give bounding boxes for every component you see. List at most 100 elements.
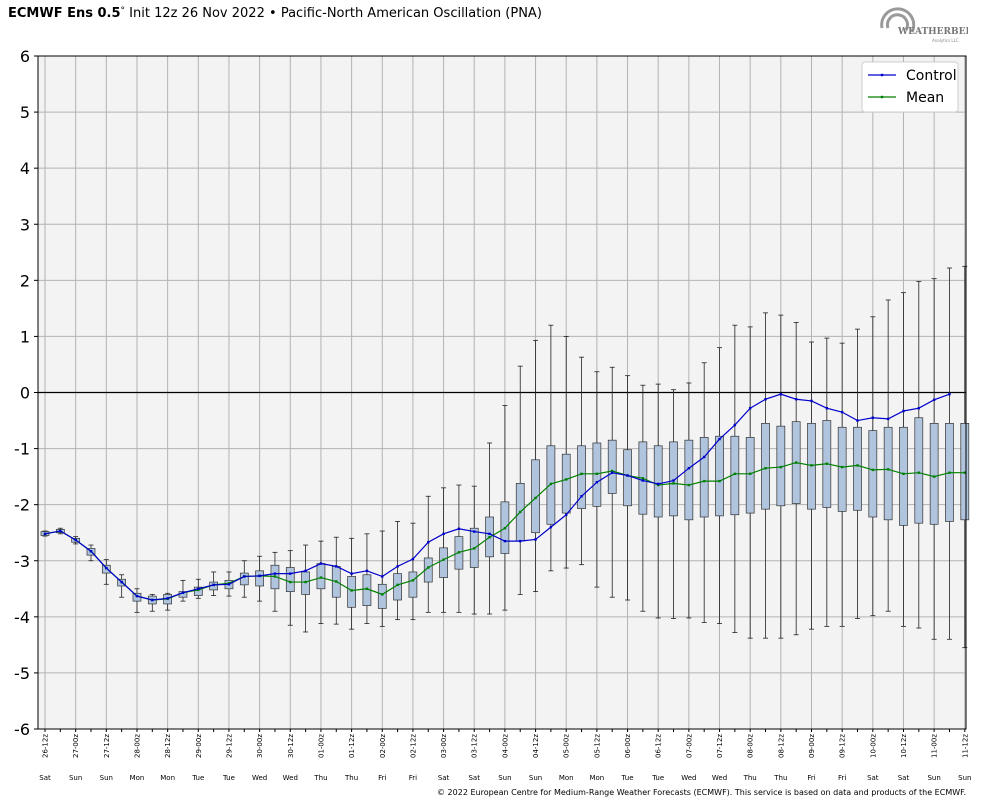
x-tick-label: 30-12z <box>287 734 295 758</box>
legend: Control Mean <box>861 61 959 113</box>
day-label: Fri <box>838 774 846 782</box>
index-name: Pacific-North American Oscillation (PNA) <box>280 6 542 21</box>
day-label: Fri <box>807 774 815 782</box>
day-label: Sun <box>69 774 82 782</box>
day-label: Wed <box>252 774 267 782</box>
iqr-box <box>439 547 448 578</box>
x-tick-label: 10-12z <box>900 734 908 758</box>
day-label: Fri <box>378 774 386 782</box>
series-point-control <box>227 583 231 586</box>
x-tick-label: 09-12z <box>839 734 847 758</box>
day-label: Sun <box>498 774 511 782</box>
x-tick-label: 03-12z <box>471 734 479 758</box>
iqr-box <box>868 430 878 518</box>
title-bullet: • <box>269 6 277 21</box>
series-point-mean <box>733 472 737 476</box>
day-label: Mon <box>559 774 574 782</box>
init-time: Init 12z 26 Nov 2022 <box>129 6 265 21</box>
series-point-mean <box>519 510 522 514</box>
x-tick-label: 04-12z <box>532 734 540 758</box>
iqr-box <box>715 435 724 517</box>
series-point-control <box>135 594 139 598</box>
iqr-box <box>531 459 540 534</box>
series-point-control <box>626 474 629 477</box>
series-point-control <box>197 587 200 590</box>
day-label: Sat <box>438 774 450 782</box>
series-point-mean <box>488 535 491 539</box>
series-point-control <box>932 398 936 401</box>
series-point-control <box>748 407 752 410</box>
day-label: Mon <box>160 774 175 782</box>
series-point-control <box>733 423 737 427</box>
series-point-control <box>871 416 875 419</box>
x-tick-label: 01-12z <box>348 734 356 758</box>
x-tick-label: 07-12z <box>716 734 724 758</box>
x-tick-label: 02-00z <box>379 734 387 758</box>
x-tick-label: 02-12z <box>409 734 417 758</box>
x-tick-label: 04-00z <box>501 734 509 758</box>
iqr-box <box>669 441 678 517</box>
series-point-control <box>948 392 951 396</box>
series-point-control <box>273 572 277 575</box>
series-point-mean <box>411 579 415 582</box>
series-point-control <box>672 479 675 482</box>
iqr-box <box>255 570 264 587</box>
series-point-mean <box>427 566 430 569</box>
series-point-mean <box>565 478 568 481</box>
x-tick-label: 27-12z <box>103 734 111 758</box>
x-tick-label: 05-12z <box>593 734 601 758</box>
series-point-control <box>549 525 553 529</box>
day-label: Wed <box>712 774 727 782</box>
y-tick-label: -2 <box>14 496 30 515</box>
day-label: Thu <box>344 774 358 782</box>
series-point-mean <box>319 576 323 579</box>
series-point-mean <box>365 587 369 590</box>
x-tick-label: 30-00z <box>256 734 264 758</box>
series-point-control <box>427 541 430 544</box>
day-label: Wed <box>283 774 298 782</box>
day-label: Sat <box>867 774 879 782</box>
series-point-control <box>120 580 123 584</box>
series-point-mean <box>702 479 706 483</box>
day-label: Sun <box>100 774 113 782</box>
day-label: Sat <box>898 774 910 782</box>
series-point-control <box>289 572 292 575</box>
series-point-mean <box>289 580 292 584</box>
y-tick-label: -1 <box>14 440 30 459</box>
x-tick-label: 29-00z <box>195 734 203 758</box>
x-tick-label: 01-00z <box>317 734 325 758</box>
series-point-mean <box>825 462 829 465</box>
series-point-mean <box>611 469 614 473</box>
series-point-control <box>59 529 62 533</box>
chart-title: ECMWF Ens 0.5° Init 12z 26 Nov 2022 • Pa… <box>8 6 542 21</box>
series-point-control <box>365 569 369 573</box>
y-tick-label: -3 <box>14 552 30 571</box>
x-tick-label: 11-00z <box>931 734 939 758</box>
series-point-control <box>442 532 445 536</box>
y-tick-label: 2 <box>20 271 30 290</box>
series-point-mean <box>856 464 859 467</box>
iqr-box <box>285 567 295 592</box>
series-point-mean <box>534 496 537 500</box>
series-point-mean <box>381 593 384 596</box>
iqr-box <box>607 439 617 494</box>
series-point-mean <box>963 471 966 474</box>
series-point-mean <box>580 472 583 476</box>
series-point-mean <box>442 558 445 561</box>
y-tick-label: 5 <box>20 103 30 122</box>
series-point-mean <box>779 465 783 469</box>
day-label: Tue <box>222 774 235 782</box>
degree-symbol: ° <box>120 6 126 16</box>
iqr-box <box>684 439 694 521</box>
series-point-control <box>151 598 154 602</box>
iqr-box <box>623 449 632 507</box>
series-line-control <box>44 393 950 601</box>
series-point-control <box>258 574 261 578</box>
day-label: Thu <box>743 774 757 782</box>
x-tick-label: 09-00z <box>808 734 816 758</box>
series-point-control <box>457 527 461 530</box>
y-tick-label: 1 <box>20 327 30 346</box>
iqr-box <box>193 586 203 596</box>
iqr-box <box>914 417 924 524</box>
